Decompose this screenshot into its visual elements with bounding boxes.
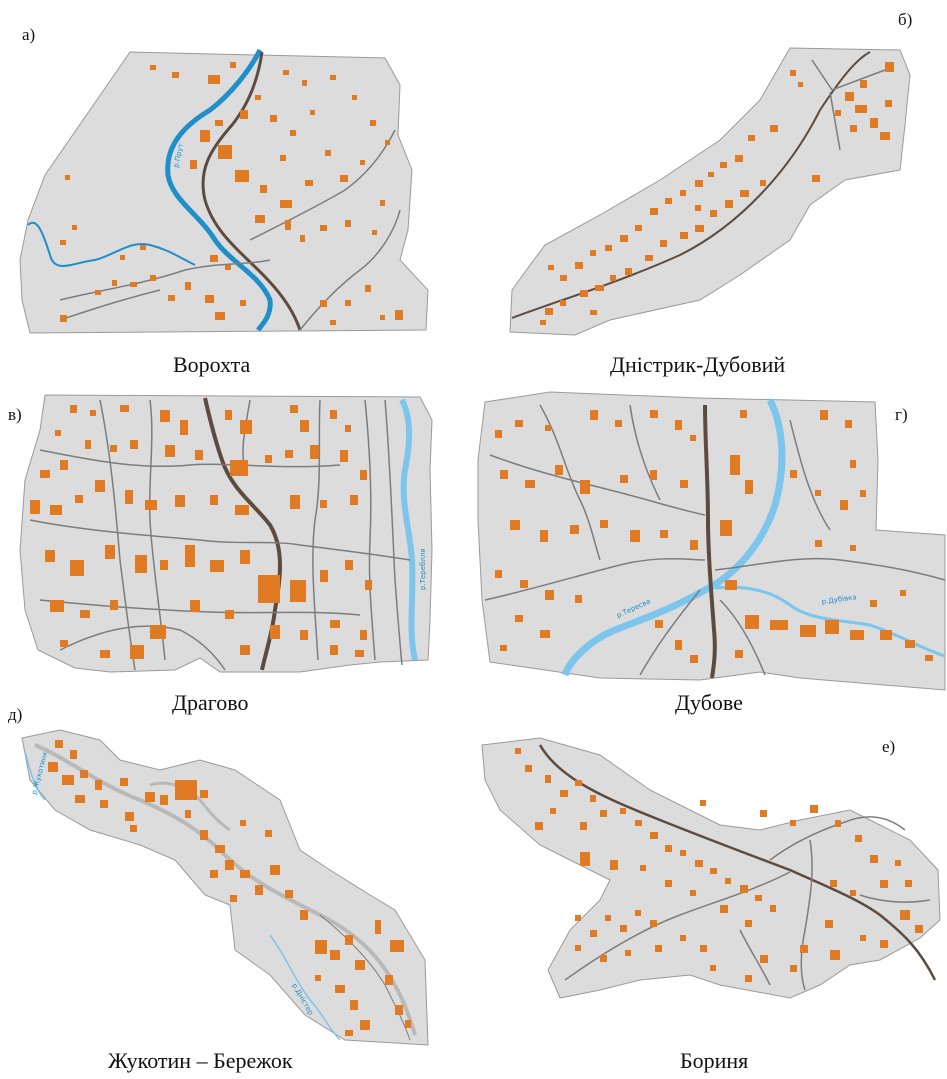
borynia-buildings [515,748,923,982]
dubove-territory [477,391,946,691]
dragovo-road-j [384,399,403,666]
borynia-road-e [859,894,931,903]
map-borynia [481,737,941,999]
dragovo-main-road [203,397,282,671]
caption-dnistryk-dubovyi: Дністрик-Дубовий [610,352,786,377]
dnistryk-buildings [540,62,894,325]
caption-zhukotyn-berezhok: Жукотин – Бережок [108,1048,293,1073]
caption-dubove: Дубове [675,690,743,715]
panel-letter-e: д) [8,705,23,724]
vorokhta-road-4 [249,129,396,241]
vorokhta-road-5 [299,209,401,331]
map-dnistryk-dubovyi [509,47,911,336]
dubove-road-h [789,419,831,531]
panel-letter-d: г) [895,405,908,424]
zhukotyn-territory [21,729,429,1046]
panel-letter-a: а) [22,25,36,44]
dubove-buildings [495,410,933,663]
dubove-road-e [714,557,946,581]
dragovo-road-d [312,399,321,661]
vorokhta-buildings [60,62,403,325]
dubove-road-g [719,599,766,676]
zhukotyn-river-2 [269,934,341,1041]
dragovo-road-b [99,399,136,671]
vorokhta-tributary [27,221,196,267]
borynia-road-c [800,839,813,991]
map-dubove: р.Тересва р.Дубівка [477,391,946,691]
vorokhta-river-prut [165,48,273,332]
vorokhta-main-road [201,51,302,331]
dragovo-road-g [39,599,361,616]
dubove-main-road [703,404,717,679]
dubove-road-b [489,454,706,516]
panel-letter-b: б) [898,10,913,29]
zhukotyn-road [149,781,231,832]
caption-dragovo: Драгово [172,690,249,715]
dubove-road-c [539,404,601,561]
dragovo-river [399,398,418,661]
vorokhta-territory [19,51,429,334]
map-zhukotyn-berezhok: р.Жукотинка р.Дністер [21,729,429,1046]
borynia-main-road [538,744,937,981]
borynia-road-b [769,816,906,861]
vorokhta-road-2 [59,259,271,301]
dragovo-road-c [148,399,166,661]
dragovo-buildings [30,405,372,659]
vorokhta-road-3 [59,289,161,321]
dubove-road-d [629,404,661,501]
zhukotyn-road-2 [319,914,411,1041]
dragovo-river-label: р.Тереблля [419,549,427,590]
zhukotyn-buildings [48,740,411,1036]
dragovo-road-f [39,449,341,468]
borynia-road-a [564,871,791,981]
map-vorokhta: р.Прут [19,48,429,334]
dnistryk-road-3 [829,91,841,151]
zhukotyn-railway [34,743,417,1036]
dragovo-road-a [29,519,411,561]
dragovo-road-h [59,625,226,671]
panel-letter-c: в) [8,405,22,424]
panel-letter-f: е) [882,737,896,756]
borynia-road-d [739,929,771,986]
dubove-road-a [484,558,706,601]
dragovo-road-e [364,399,376,661]
dnistryk-road-2 [811,59,886,91]
caption-borynia: Бориня [680,1048,749,1073]
caption-vorokhta: Ворохта [173,352,251,377]
map-dragovo: р.Тереблля [19,394,433,673]
dubove-road-f [639,589,701,676]
dnistryk-territory [509,47,911,336]
zhukotyn-river [24,751,46,801]
